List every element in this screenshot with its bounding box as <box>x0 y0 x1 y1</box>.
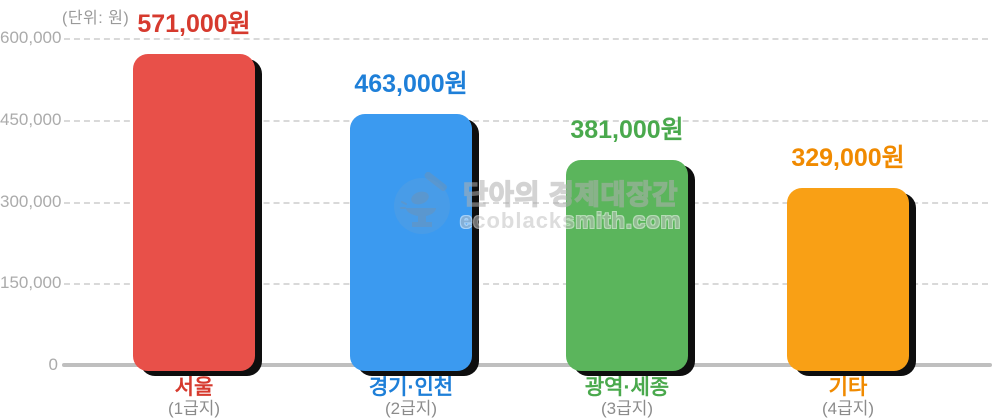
bar-value-label: 381,000원 <box>570 116 684 144</box>
unit-label: (단위: 원) <box>62 10 130 27</box>
y-tick-label: 300,000 <box>0 192 62 211</box>
category-sublabel: (4급지) <box>821 399 875 418</box>
category-label: 광역·세종 <box>584 376 670 399</box>
category-sublabel: (2급지) <box>384 399 438 418</box>
y-tick-label: 450,000 <box>0 110 62 129</box>
category-label: 경기·인천 <box>368 376 454 399</box>
bar-group: 463,000원 경기·인천 (2급지) <box>350 0 472 419</box>
bar-group: 571,000원 서울 (1급지) <box>133 0 255 419</box>
gridline <box>64 120 988 122</box>
category-label: 서울 <box>174 376 214 399</box>
bar-value-label: 463,000원 <box>354 70 468 98</box>
y-tick-label: 150,000 <box>0 273 62 292</box>
gridline <box>64 202 988 204</box>
bar-group: 329,000원 기타 (4급지) <box>787 0 909 419</box>
x-axis-line <box>62 363 992 367</box>
bar <box>787 188 909 371</box>
y-tick-label: 600,000 <box>0 28 62 47</box>
bar <box>350 114 472 371</box>
bar <box>566 160 688 371</box>
gridline <box>64 283 988 285</box>
y-tick-label: 0 <box>48 355 58 374</box>
bar-value-label: 571,000원 <box>137 10 251 38</box>
category-sublabel: (3급지) <box>600 399 654 418</box>
gridline <box>64 38 988 40</box>
category-label: 기타 <box>828 376 868 399</box>
bar-group: 381,000원 광역·세종 (3급지) <box>566 0 688 419</box>
category-sublabel: (1급지) <box>167 399 221 418</box>
bar-value-label: 329,000원 <box>791 144 905 172</box>
bar <box>133 54 255 371</box>
